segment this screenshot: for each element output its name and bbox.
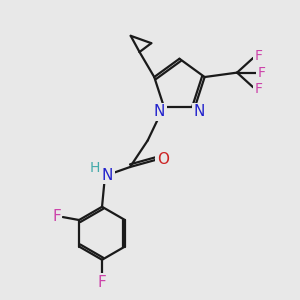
Text: F: F xyxy=(254,82,262,96)
Text: F: F xyxy=(254,50,262,63)
Text: F: F xyxy=(52,209,61,224)
Text: F: F xyxy=(258,66,266,80)
Text: N: N xyxy=(102,168,113,183)
Text: N: N xyxy=(194,104,205,119)
Text: O: O xyxy=(157,152,169,167)
Text: N: N xyxy=(154,104,165,119)
Text: H: H xyxy=(89,161,100,175)
Text: F: F xyxy=(98,275,106,290)
